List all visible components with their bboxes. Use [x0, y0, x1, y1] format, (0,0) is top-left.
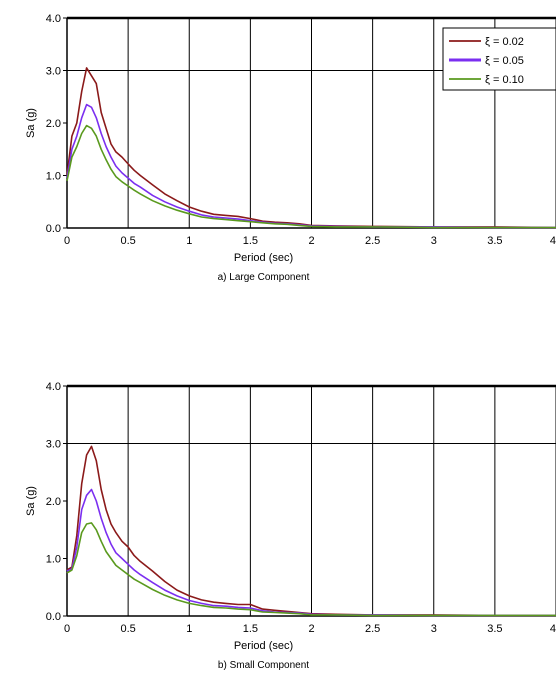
x-tick-label: 2.5	[365, 623, 380, 635]
x-tick-label: 2	[308, 235, 314, 247]
y-tick-label: 4.0	[46, 13, 61, 25]
x-axis-label: Period (sec)	[234, 640, 293, 652]
x-tick-label: 1.5	[243, 623, 258, 635]
y-tick-label: 3.0	[46, 439, 61, 451]
x-tick-label: 3.5	[487, 235, 502, 247]
y-tick-label: 1.0	[46, 554, 61, 566]
x-tick-label: 0.5	[120, 623, 135, 635]
y-axis-label: Sa (g)	[25, 486, 37, 516]
legend-label: ξ = 0.05	[485, 55, 524, 67]
x-tick-label: 1.5	[243, 235, 258, 247]
x-tick-label: 3	[431, 623, 437, 635]
panel-large-component: 0.0 1.0 2.0 3.0 4.0 0 0.5 1 1.5 2 2.5 3 3.5 4 Period (…	[25, 13, 556, 283]
x-tick-label: 4	[550, 623, 556, 635]
legend-label: ξ = 0.02	[485, 36, 524, 48]
x-tick-label: 2	[308, 623, 314, 635]
y-tick-label: 0.0	[46, 611, 61, 623]
x-tick-label: 0	[64, 623, 70, 635]
y-tick-label: 3.0	[46, 66, 61, 78]
panel-caption: a) Large Component	[218, 272, 310, 283]
x-tick-label: 3	[431, 235, 437, 247]
x-tick-label: 0	[64, 235, 70, 247]
x-tick-label: 4	[550, 235, 556, 247]
y-tick-label: 4.0	[46, 381, 61, 393]
x-tick-label: 3.5	[487, 623, 502, 635]
panel-caption: b) Small Component	[218, 660, 309, 671]
x-axis-label: Period (sec)	[234, 252, 293, 264]
legend-label: ξ = 0.10	[485, 74, 524, 86]
panel-small-component: 0.0 1.0 2.0 3.0 4.0 0 0.5 1 1.5 2 2.5 3 3.5 4 Period (…	[25, 381, 556, 671]
x-tick-label: 1	[186, 623, 192, 635]
y-tick-label: 1.0	[46, 171, 61, 183]
y-tick-label: 2.0	[46, 496, 61, 508]
x-tick-label: 0.5	[120, 235, 135, 247]
x-tick-label: 1	[186, 235, 192, 247]
y-axis-label: Sa (g)	[25, 108, 37, 138]
x-tick-label: 2.5	[365, 235, 380, 247]
y-tick-label: 2.0	[46, 118, 61, 130]
y-tick-label: 0.0	[46, 223, 61, 235]
